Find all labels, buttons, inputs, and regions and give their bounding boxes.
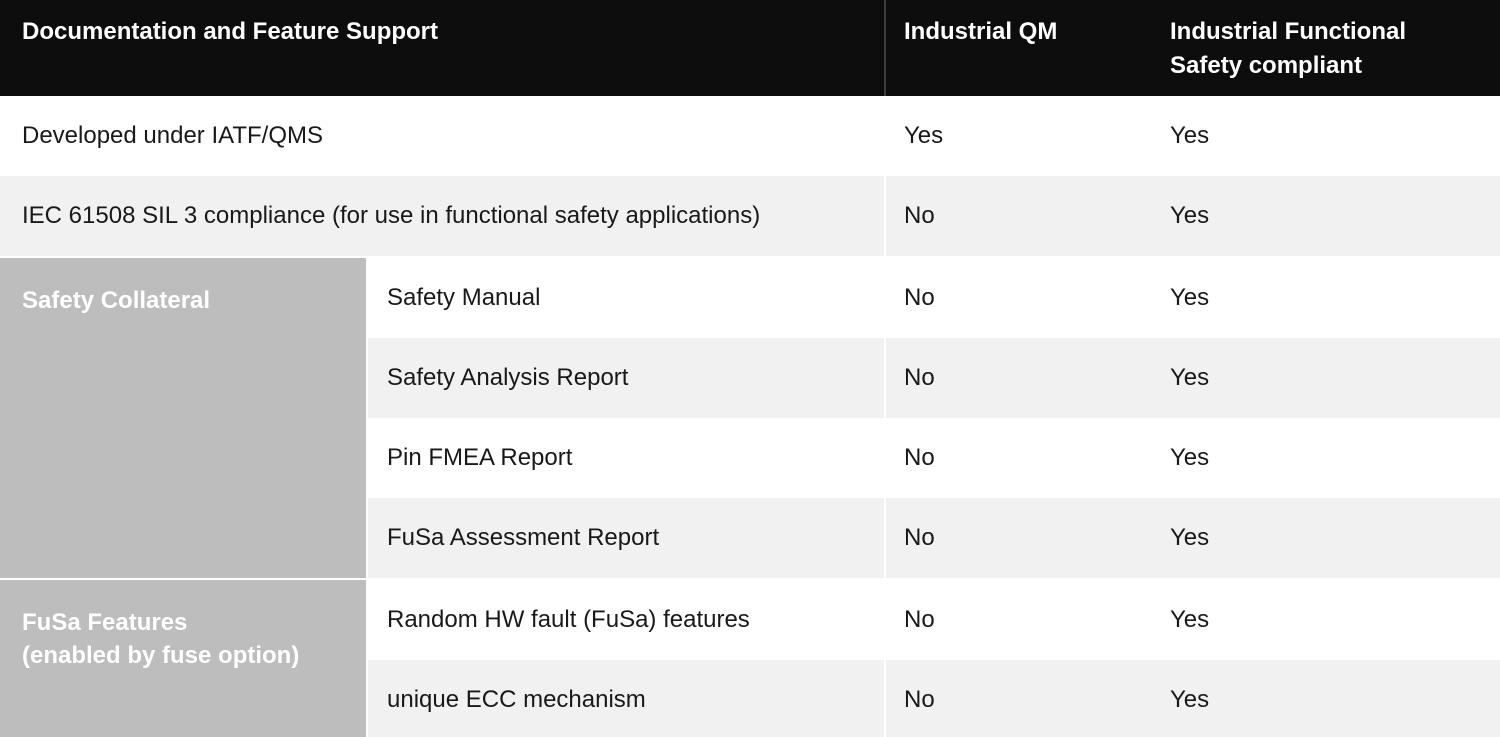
table-row: Developed under IATF/QMS Yes Yes [0, 96, 1500, 176]
feature-cell: Safety Manual [368, 258, 886, 338]
group-label: FuSa Features (enabled by fuse option) [0, 580, 368, 737]
table-row: IEC 61508 SIL 3 compliance (for use in f… [0, 176, 1500, 256]
group-safety-collateral: Safety Collateral Safety Manual No Yes S… [0, 256, 1500, 578]
header-feature-column: Documentation and Feature Support [0, 0, 886, 96]
fusa-value-cell: Yes [1170, 606, 1210, 634]
table-row: FuSa Assessment Report No Yes [368, 498, 1500, 578]
group-fusa-features: FuSa Features (enabled by fuse option) R… [0, 578, 1500, 737]
fusa-value-cell: Yes [1170, 524, 1210, 552]
qm-value-cell: No [904, 284, 935, 312]
header-industrial-fusa-column: Industrial Functional Safety compliant [1170, 18, 1407, 79]
table-row: Safety Analysis Report No Yes [368, 338, 1500, 418]
qm-value-cell: No [904, 444, 935, 472]
fusa-value-cell: Yes [1170, 284, 1210, 312]
feature-cell: FuSa Assessment Report [368, 498, 886, 578]
fusa-value-cell: Yes [1170, 686, 1210, 714]
header-industrial-qm-column: Industrial QM [904, 18, 1058, 45]
fusa-value-cell: Yes [1170, 444, 1210, 472]
table-row: Safety Manual No Yes [368, 258, 1500, 338]
feature-cell: unique ECC mechanism [368, 660, 886, 737]
fusa-value-cell: Yes [1170, 364, 1210, 392]
qm-value-cell: Yes [904, 122, 944, 150]
feature-cell: Pin FMEA Report [368, 418, 886, 498]
qm-value-cell: No [904, 364, 935, 392]
table-row: Pin FMEA Report No Yes [368, 418, 1500, 498]
group-rows: Random HW fault (FuSa) features No Yes u… [368, 580, 1500, 737]
group-label: Safety Collateral [0, 258, 368, 578]
qm-value-cell: No [904, 202, 935, 230]
feature-cell: Random HW fault (FuSa) features [368, 580, 886, 660]
table-row: unique ECC mechanism No Yes [368, 660, 1500, 737]
qm-value-cell: No [904, 524, 935, 552]
feature-cell: IEC 61508 SIL 3 compliance (for use in f… [0, 176, 886, 256]
qm-value-cell: No [904, 686, 935, 714]
fusa-value-cell: Yes [1170, 122, 1210, 150]
fusa-value-cell: Yes [1170, 202, 1210, 230]
group-rows: Safety Manual No Yes Safety Analysis Rep… [368, 258, 1500, 578]
table-row: Random HW fault (FuSa) features No Yes [368, 580, 1500, 660]
qm-value-cell: No [904, 606, 935, 634]
feature-cell: Safety Analysis Report [368, 338, 886, 418]
feature-cell: Developed under IATF/QMS [0, 96, 886, 176]
table-header-row: Documentation and Feature Support Indust… [0, 0, 1500, 96]
